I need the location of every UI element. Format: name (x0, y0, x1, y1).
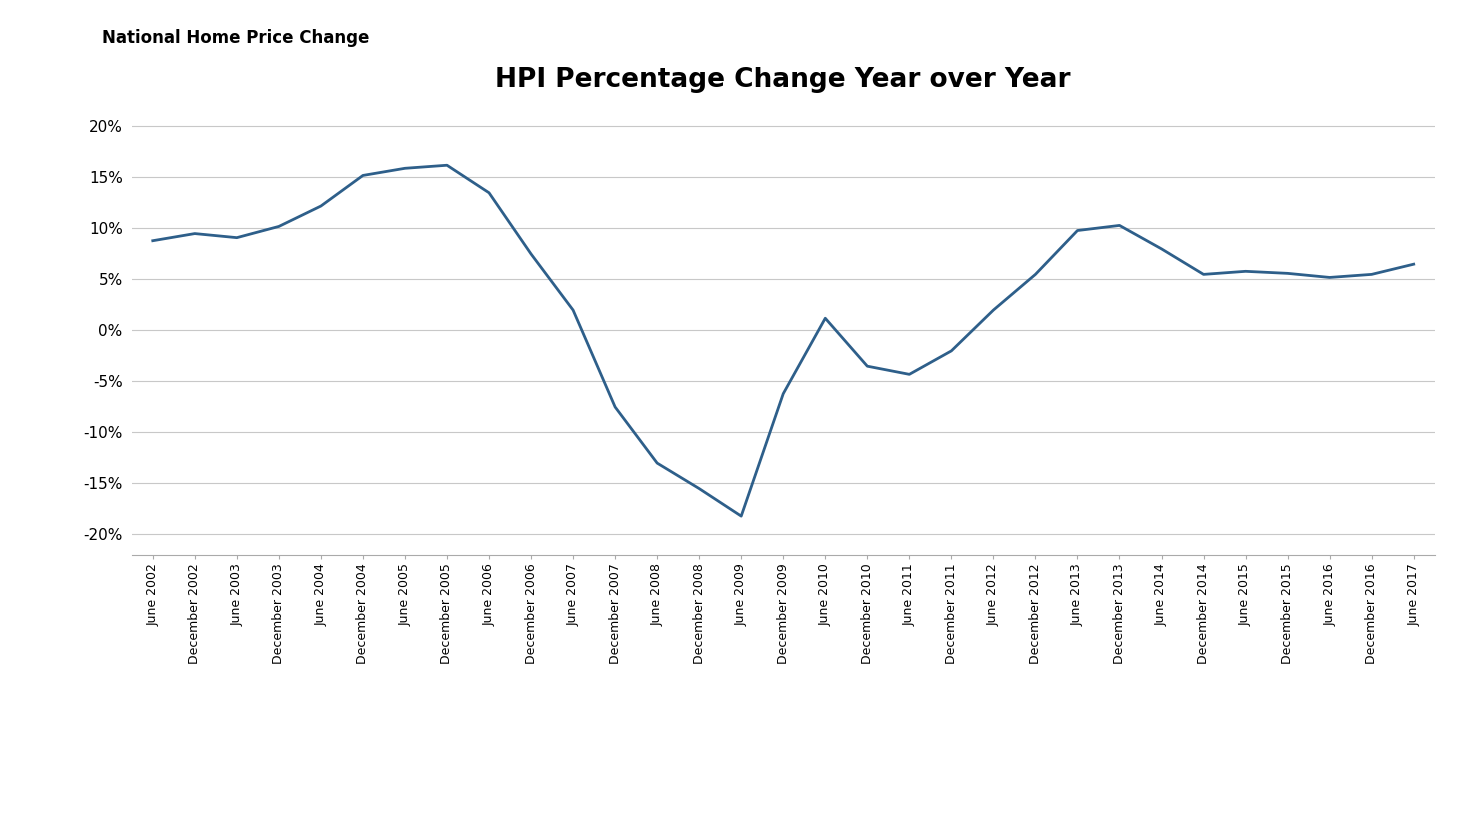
Text: National Home Price Change: National Home Price Change (102, 29, 370, 47)
Title: HPI Percentage Change Year over Year: HPI Percentage Change Year over Year (495, 67, 1072, 93)
